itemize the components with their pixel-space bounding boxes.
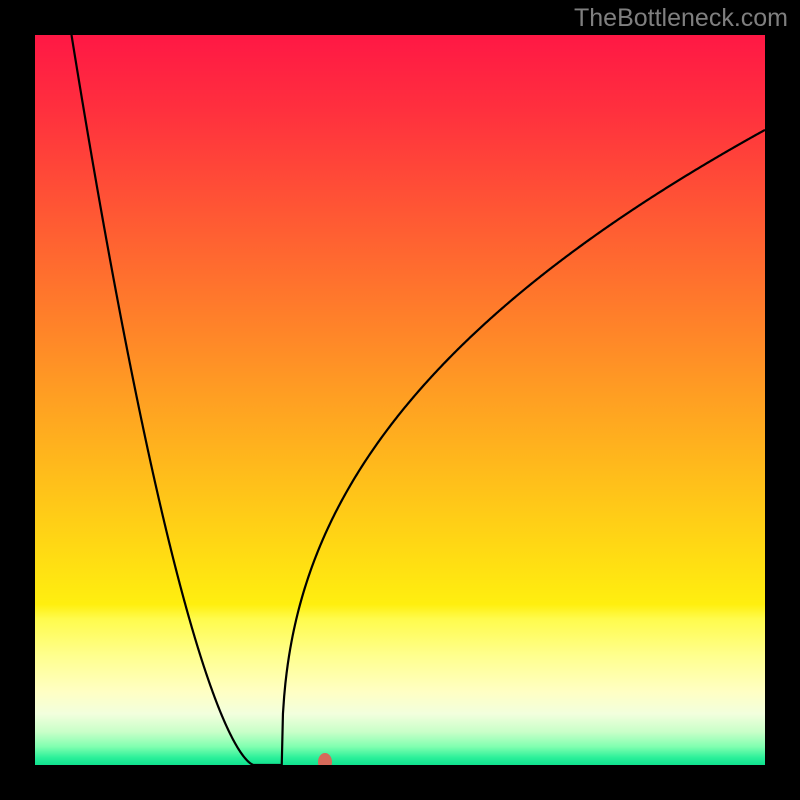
bottleneck-chart: TheBottleneck.com <box>0 0 800 800</box>
watermark-text: TheBottleneck.com <box>574 4 788 32</box>
gradient-background <box>35 35 765 765</box>
